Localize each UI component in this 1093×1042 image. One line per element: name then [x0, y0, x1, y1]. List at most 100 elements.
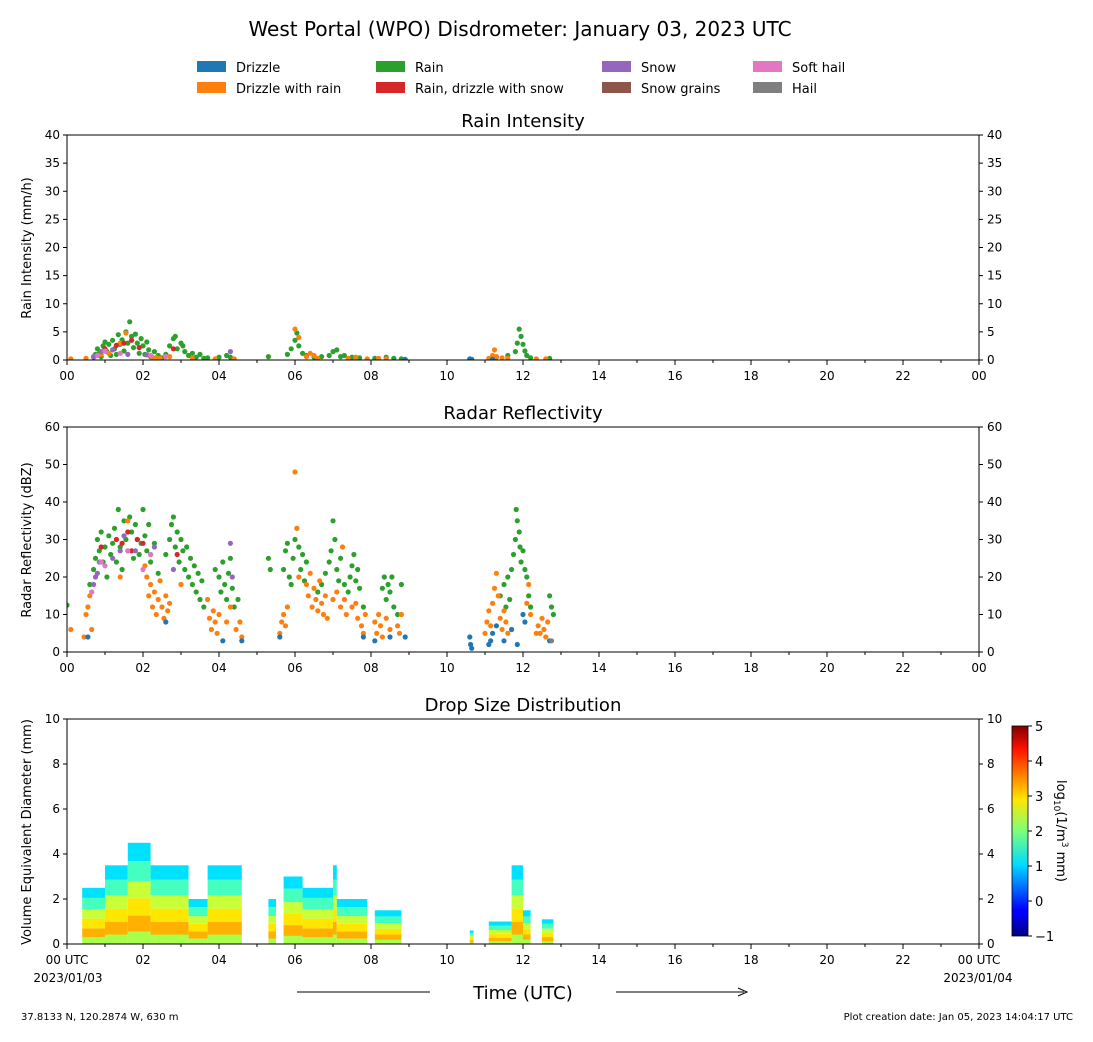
data-point-rain_drizzle_snow [136, 345, 142, 351]
data-point-rain [512, 349, 519, 355]
data-point-rain [132, 521, 138, 528]
data-point-drizzle_with_rain [189, 355, 195, 360]
colorbar-tick-label: 3 [1035, 790, 1043, 805]
data-point-drizzle [469, 645, 475, 651]
y-tick-label: 0 [52, 353, 60, 367]
data-point-drizzle_with_rain [396, 630, 403, 636]
data-point-rain [528, 355, 534, 360]
data-point-drizzle [360, 634, 366, 640]
data-point-rain [167, 343, 173, 349]
dsd-cell [336, 923, 368, 932]
panel-radar-reflectivity: Radar Reflectivity Radar Reflectivity (d… [20, 403, 1002, 675]
x-tick-label: 22 [895, 953, 910, 967]
data-point-rain [127, 319, 133, 325]
y-tick-label-right: 0 [987, 353, 995, 367]
data-point-rain [205, 355, 211, 360]
data-point-drizzle_with_rain [303, 581, 309, 588]
data-point-rain [104, 574, 110, 580]
data-point-rain [518, 333, 524, 339]
x-tick-label: 04 [211, 661, 226, 675]
data-point-drizzle_with_rain [533, 630, 539, 636]
data-point-rain [315, 589, 321, 595]
data-point-snow [132, 548, 138, 554]
data-point-soft_hail [117, 350, 123, 356]
data-point-snow [125, 351, 131, 357]
legend-label-hail: Hail [792, 82, 817, 97]
data-point-drizzle_with_rain [493, 354, 499, 360]
data-point-rain [379, 585, 385, 591]
data-point-drizzle_with_rain [491, 585, 498, 591]
data-point-rain [516, 529, 522, 535]
dsd-cell [542, 923, 554, 929]
data-point-drizzle_with_rain [320, 611, 327, 618]
data-point-rain [513, 506, 519, 513]
data-point-rain_drizzle_snow [134, 536, 140, 543]
dsd-cell [283, 935, 303, 944]
y-tick-label-right: 30 [987, 184, 1002, 198]
data-point-rain [353, 578, 359, 584]
dsd-cell [127, 881, 151, 899]
data-point-drizzle [509, 626, 515, 633]
data-point-rain [212, 566, 218, 573]
data-point-drizzle_with_rain [395, 623, 401, 629]
data-point-drizzle [85, 634, 91, 640]
data-point-rain [341, 581, 347, 588]
dsd-cell [488, 933, 512, 938]
data-point-rain [222, 581, 228, 588]
data-point-drizzle [467, 634, 473, 640]
data-point-rain [398, 581, 404, 588]
x-tick-label: 00 [59, 369, 74, 383]
data-point-rain [334, 566, 340, 573]
data-layer [82, 842, 554, 944]
data-point-rain [94, 536, 100, 543]
data-point-drizzle_with_rain [497, 615, 503, 621]
data-point-rain [130, 345, 137, 351]
data-point-rain [172, 544, 178, 550]
data-point-rain [144, 548, 150, 554]
x-tick-label: 22 [895, 369, 910, 383]
legend-swatch-soft_hail [753, 61, 782, 72]
data-point-snow [94, 570, 100, 576]
dsd-cell [302, 909, 333, 919]
data-point-rain [110, 540, 116, 546]
data-point-rain [163, 551, 169, 558]
data-point-drizzle_with_rain [233, 626, 239, 633]
x-tick-label: 14 [591, 661, 606, 675]
data-point-rain [303, 559, 309, 565]
data-point-rain [121, 518, 127, 524]
data-point-rain [300, 551, 306, 558]
dsd-cell [523, 910, 531, 917]
y-tick-label: 20 [45, 241, 60, 255]
x-tick-label: 02 [135, 661, 150, 675]
colorbar-tick-label: 0 [1035, 895, 1043, 910]
dsd-cell [333, 865, 337, 880]
data-point-rain [184, 544, 190, 550]
data-point-drizzle_with_rain [296, 334, 302, 341]
data-point-snow [110, 555, 116, 561]
panel-3-title: Drop Size Distribution [425, 695, 622, 716]
x-tick-label: 00 [971, 661, 986, 675]
data-point-rain [520, 341, 526, 347]
data-point-hail [548, 638, 555, 644]
data-point-drizzle_with_rain [360, 630, 366, 636]
data-point-rain [360, 604, 366, 610]
panel-frame [66, 426, 980, 653]
data-point-rain [111, 525, 118, 531]
data-point-drizzle_with_rain [491, 347, 498, 353]
data-point-drizzle_with_rain [227, 604, 233, 610]
data-point-rain [328, 548, 334, 554]
data-point-drizzle_with_rain [387, 626, 393, 633]
dsd-cell [488, 937, 512, 942]
data-point-rain [387, 589, 393, 595]
dsd-cell [374, 940, 402, 944]
data-point-drizzle_with_rain [376, 611, 382, 618]
data-point-drizzle_with_rain [85, 604, 91, 610]
dsd-cell [374, 923, 402, 929]
data-point-drizzle_with_rain [499, 355, 505, 360]
data-point-drizzle_with_rain [284, 604, 290, 610]
data-point-drizzle_with_rain [216, 611, 222, 618]
data-point-drizzle_with_rain [214, 630, 220, 636]
data-point-drizzle_with_rain [526, 581, 532, 588]
legend-label-rain: Rain [415, 61, 444, 76]
data-point-rain [172, 333, 178, 339]
